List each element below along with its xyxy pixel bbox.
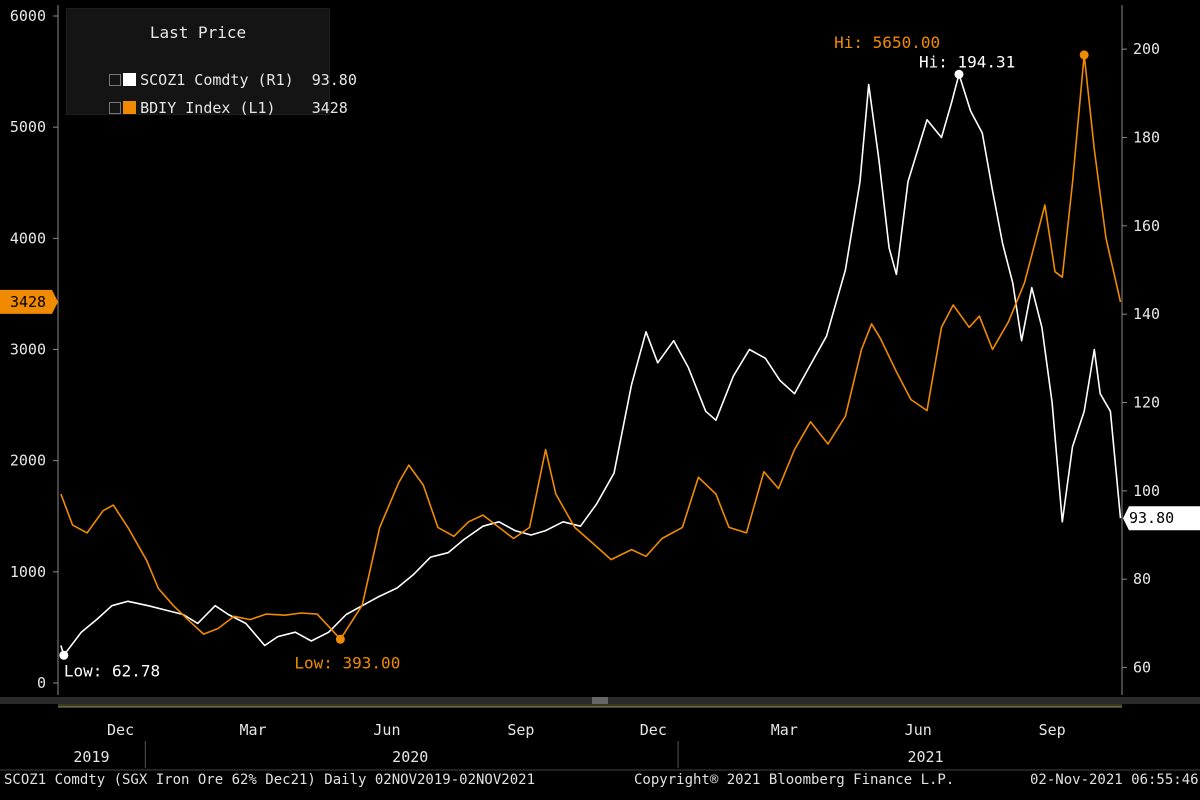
footer-copyright: Copyright® 2021 Bloomberg Finance L.P. [634,772,955,788]
left-last-value-label: 3428 [10,293,46,311]
annotation-label: Hi: 5650.00 [834,33,940,52]
right-tick-label: 140 [1133,305,1160,323]
right-tick-label: 60 [1133,659,1151,677]
left-tick-label: 3000 [10,341,46,359]
series-line-bdiy [60,54,1122,641]
x-month-label: Sep [507,721,534,739]
right-tick-label: 200 [1133,40,1160,58]
x-month-label: Mar [239,721,266,739]
left-tick-label: 4000 [10,229,46,247]
legend-last-value: 93.80 [311,71,357,89]
x-month-label: Sep [1039,721,1066,739]
right-last-value-label: 93.80 [1129,509,1174,527]
legend-last-value: 3428 [311,99,348,117]
x-month-label: Mar [771,721,798,739]
right-last-value-flag [1123,506,1200,531]
annotation-label: Low: 62.78 [64,661,160,680]
right-tick-label: 180 [1133,128,1160,146]
left-tick-label: 0 [37,674,46,692]
legend-toggle-icon[interactable] [109,73,122,86]
annotation-marker [335,634,345,644]
footer-description: SCOZ1 Comdty (SGX Iron Ore 62% Dec21) Da… [4,772,536,788]
x-month-label: Jun [373,721,400,739]
legend-entry-scoz1[interactable]: SCOZ1 Comdty (R1) 93.80 [73,53,357,107]
left-tick-label: 6000 [10,7,46,25]
annotation-label: Hi: 194.31 [919,52,1015,71]
legend-axis-ref: (L1) [239,99,276,117]
footer-timestamp: 02-Nov-2021 06:55:46 [1030,772,1199,788]
right-tick-label: 80 [1133,570,1151,588]
legend-series-name: SCOZ1 Comdty [140,71,249,89]
legend-axis-ref: (R1) [257,71,294,89]
legend-swatch-orange [123,101,137,114]
annotation-label: Low: 393.00 [294,653,400,672]
legend-title: Last Price [149,23,247,42]
annotation-marker [1079,50,1089,60]
left-tick-label: 1000 [10,563,46,581]
right-tick-label: 120 [1133,394,1160,412]
x-month-label: Dec [107,721,134,739]
scrollbar-thumb[interactable] [592,697,608,704]
left-tick-label: 2000 [10,452,46,470]
legend-toggle-icon[interactable] [109,101,122,114]
series-line-scoz1 [60,73,1122,657]
left-last-value-flag [0,289,58,314]
right-tick-label: 100 [1133,482,1160,500]
legend-swatch-white [123,73,137,86]
x-month-label: Dec [640,721,667,739]
annotation-marker [954,69,964,79]
scrollbar-rail[interactable] [58,704,1122,707]
legend-entry-bdiy[interactable]: BDIY Index (L1) 3428 [73,81,348,135]
x-year-label: 2019 [73,748,109,766]
x-month-label: Jun [905,721,932,739]
right-tick-label: 160 [1133,217,1160,235]
legend: Last Price SCOZ1 Comdty (R1) 93.80 BDIY … [66,8,357,117]
legend-series-name: BDIY Index [140,99,231,117]
annotation-marker [59,650,69,660]
x-year-label: 2021 [907,748,943,766]
left-tick-label: 5000 [10,118,46,136]
x-year-label: 2020 [392,748,428,766]
